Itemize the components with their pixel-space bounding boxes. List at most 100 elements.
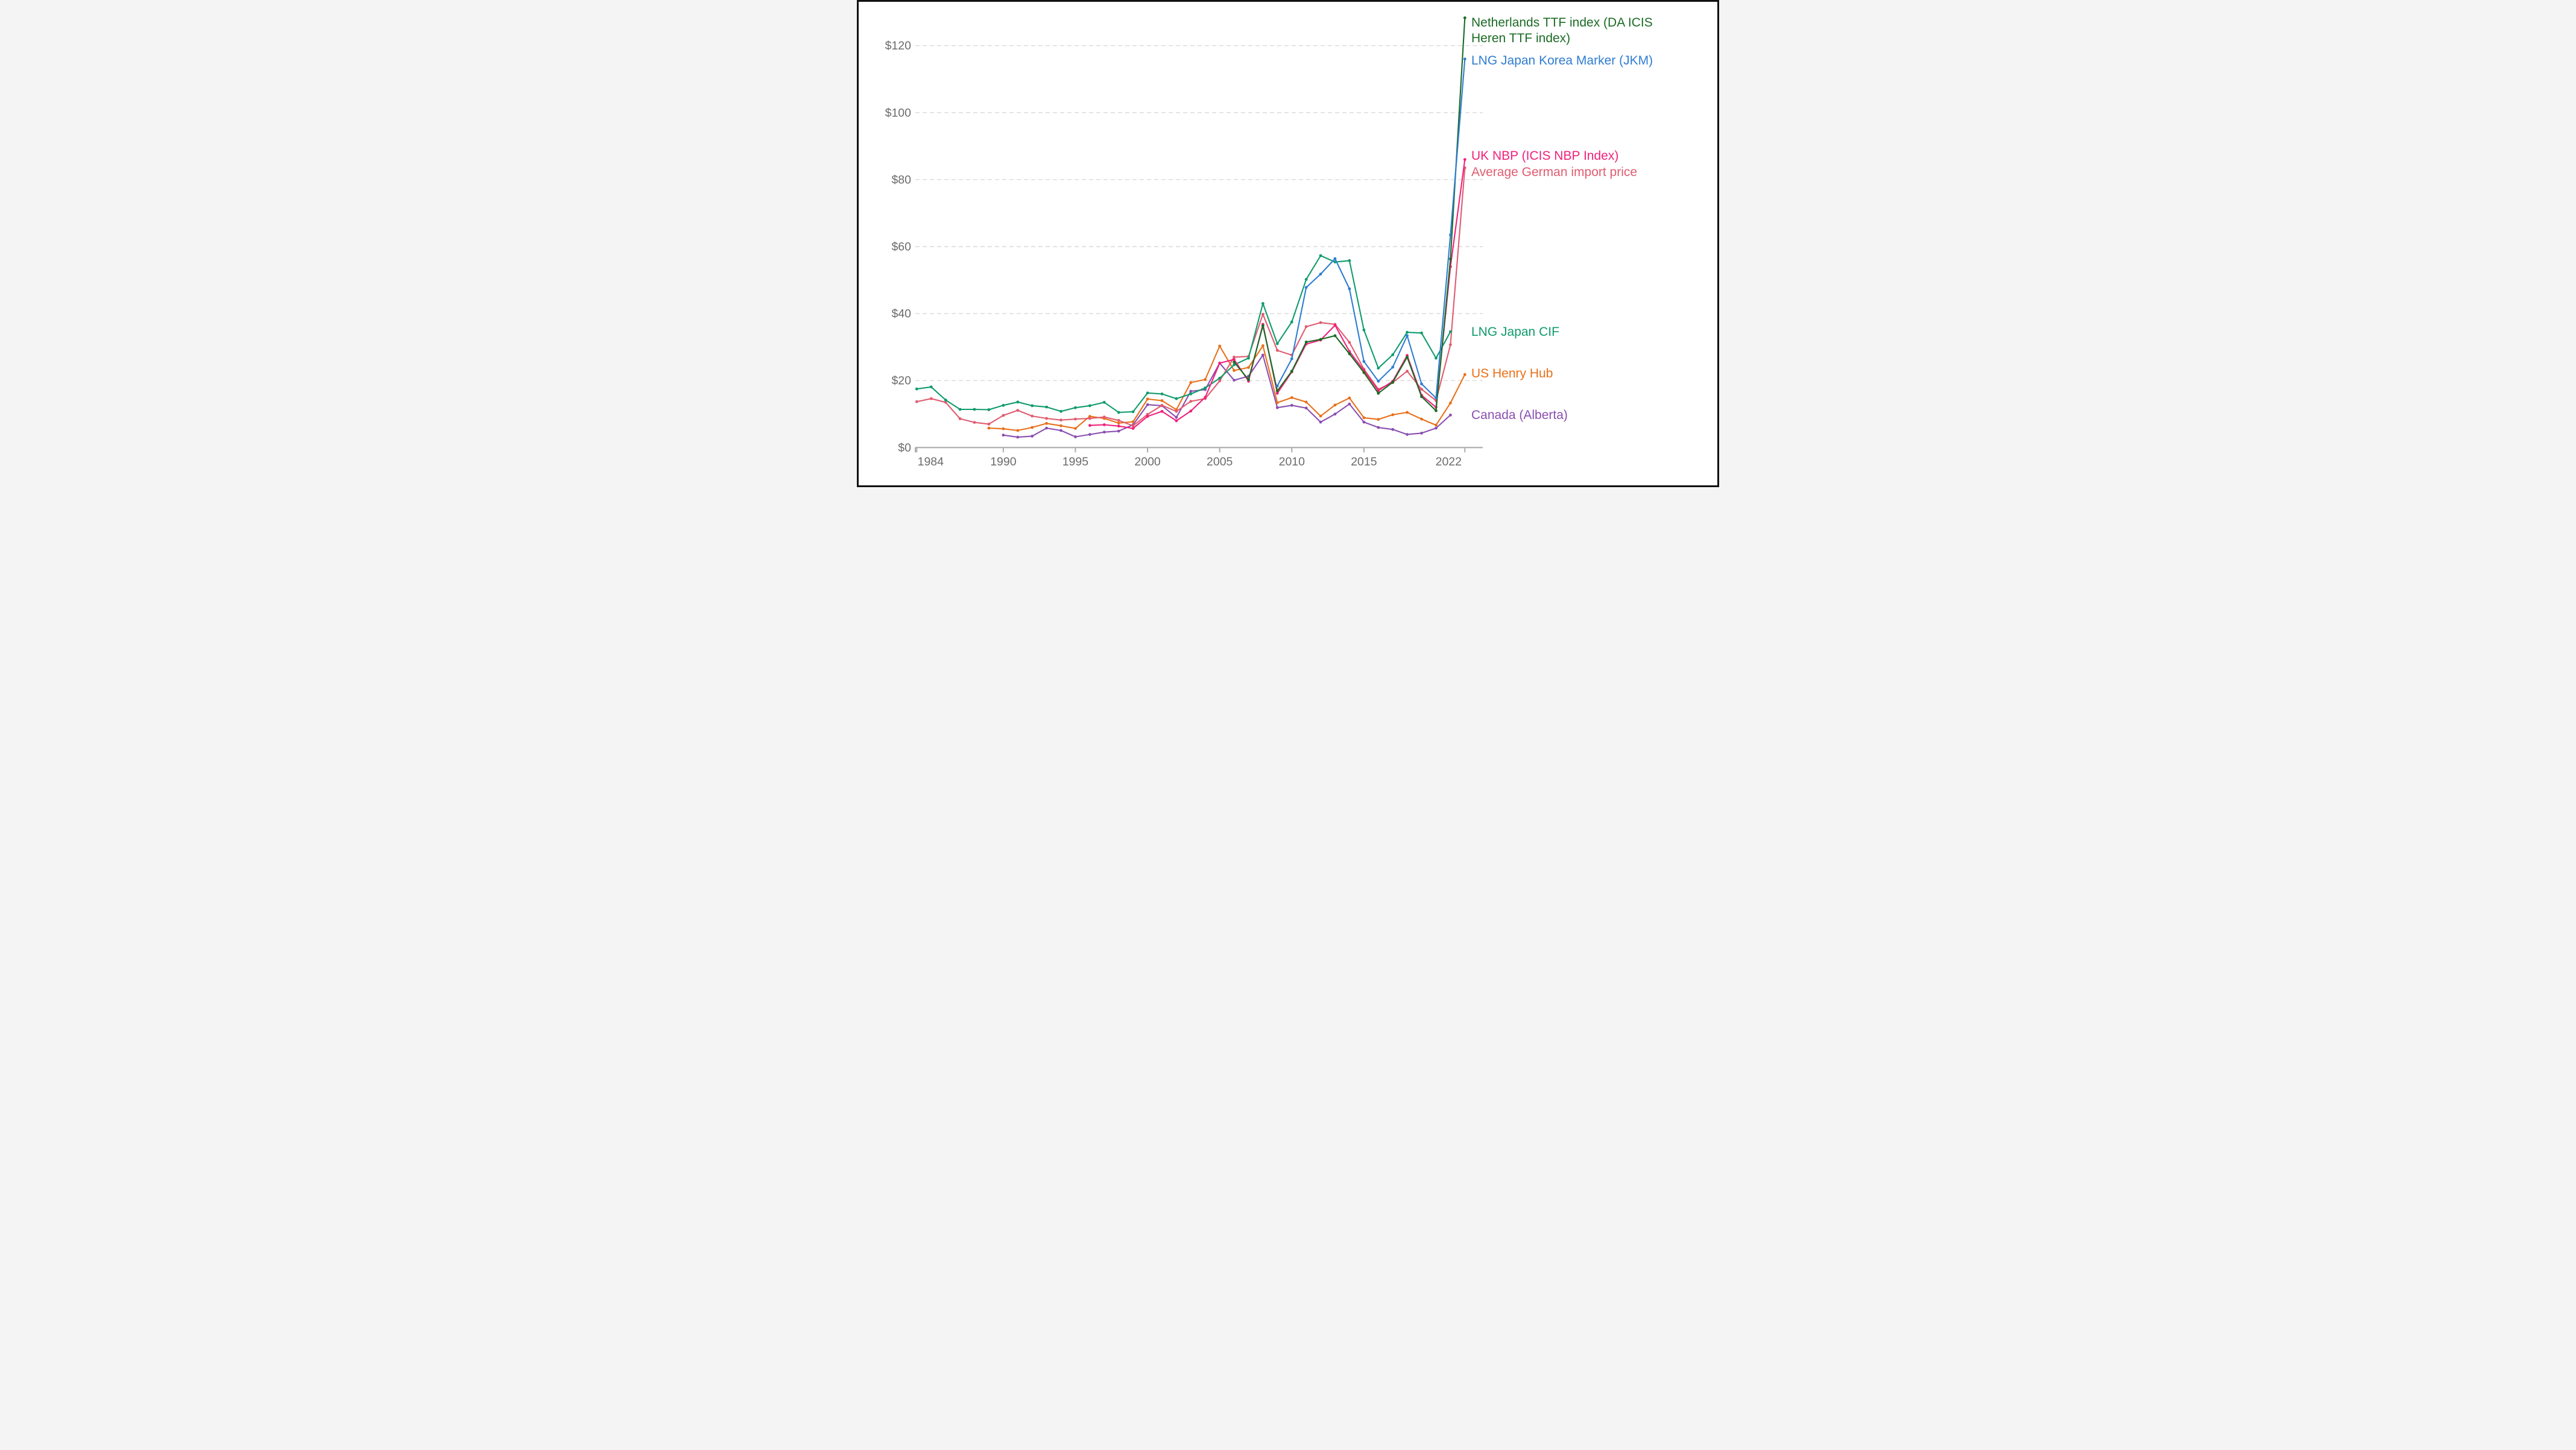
data-point-us-henry-hub[interactable] — [1117, 421, 1120, 425]
data-point-netherlands-ttf[interactable] — [1362, 371, 1366, 374]
data-point-average-german-import-price[interactable] — [1016, 409, 1020, 412]
data-point-average-german-import-price[interactable] — [1406, 370, 1409, 373]
data-point-us-henry-hub[interactable] — [1088, 415, 1091, 418]
data-point-uk-nbp[interactable] — [1117, 424, 1120, 428]
data-point-us-henry-hub[interactable] — [1420, 417, 1423, 421]
data-point-uk-nbp[interactable] — [1088, 424, 1091, 427]
data-point-us-henry-hub[interactable] — [1333, 403, 1337, 407]
data-point-canada-alberta[interactable] — [1016, 435, 1020, 439]
data-point-canada-alberta[interactable] — [1233, 379, 1236, 382]
data-point-netherlands-ttf[interactable] — [1319, 338, 1322, 341]
data-point-average-german-import-price[interactable] — [1102, 415, 1106, 419]
data-point-lng-japan-cif[interactable] — [1218, 376, 1222, 380]
data-point-lng-japan-cif[interactable] — [1204, 386, 1207, 389]
data-point-average-german-import-price[interactable] — [1002, 414, 1005, 417]
data-point-us-henry-hub[interactable] — [1449, 402, 1452, 405]
data-point-lng-jkm[interactable] — [1362, 360, 1366, 363]
data-point-uk-nbp[interactable] — [1275, 391, 1279, 395]
data-point-lng-japan-cif[interactable] — [1362, 328, 1366, 332]
data-point-us-henry-hub[interactable] — [1348, 396, 1351, 400]
data-point-lng-japan-cif[interactable] — [1319, 254, 1322, 257]
series-line-us-henry-hub[interactable] — [988, 345, 1466, 432]
data-point-average-german-import-price[interactable] — [1275, 348, 1279, 352]
data-point-average-german-import-price[interactable] — [987, 423, 991, 426]
data-point-average-german-import-price[interactable] — [958, 417, 962, 420]
data-point-average-german-import-price[interactable] — [929, 397, 933, 400]
data-point-us-henry-hub[interactable] — [1377, 418, 1380, 421]
data-point-lng-jkm[interactable] — [1348, 287, 1351, 291]
data-point-us-henry-hub[interactable] — [1275, 401, 1279, 405]
data-point-canada-alberta[interactable] — [1319, 420, 1322, 424]
data-point-canada-alberta[interactable] — [1348, 402, 1351, 406]
data-point-lng-japan-cif[interactable] — [1117, 411, 1120, 414]
data-point-netherlands-ttf[interactable] — [1435, 409, 1438, 412]
series-line-lng-japan-cif[interactable] — [916, 254, 1451, 414]
data-point-us-henry-hub[interactable] — [1131, 420, 1135, 423]
data-point-lng-japan-cif[interactable] — [987, 408, 991, 411]
data-point-us-henry-hub[interactable] — [1435, 423, 1438, 427]
data-point-canada-alberta[interactable] — [1377, 426, 1380, 429]
data-point-netherlands-ttf[interactable] — [1247, 378, 1250, 381]
data-point-lng-japan-cif[interactable] — [1016, 400, 1020, 404]
data-point-lng-japan-cif[interactable] — [1247, 356, 1250, 360]
data-point-lng-japan-cif[interactable] — [1290, 320, 1293, 324]
data-point-canada-alberta[interactable] — [1406, 433, 1409, 436]
data-point-us-henry-hub[interactable] — [1045, 421, 1048, 425]
data-point-average-german-import-price[interactable] — [1045, 417, 1048, 420]
data-point-canada-alberta[interactable] — [1074, 435, 1077, 438]
data-point-lng-japan-cif[interactable] — [958, 408, 962, 411]
data-point-average-german-import-price[interactable] — [1059, 418, 1062, 422]
data-point-uk-nbp[interactable] — [1131, 427, 1135, 430]
data-point-lng-japan-cif[interactable] — [1261, 302, 1264, 305]
data-point-netherlands-ttf[interactable] — [1304, 340, 1308, 344]
data-point-us-henry-hub[interactable] — [1016, 429, 1020, 432]
data-point-netherlands-ttf[interactable] — [1420, 395, 1423, 399]
data-point-us-henry-hub[interactable] — [1218, 344, 1222, 348]
data-point-canada-alberta[interactable] — [1189, 389, 1193, 393]
data-point-lng-japan-cif[interactable] — [1131, 410, 1135, 414]
data-point-lng-japan-cif[interactable] — [944, 399, 947, 402]
data-point-canada-alberta[interactable] — [1304, 406, 1308, 410]
data-point-netherlands-ttf[interactable] — [1463, 16, 1466, 19]
series-label-uk-nbp[interactable]: UK NBP (ICIS NBP Index) — [1471, 149, 1618, 163]
data-point-canada-alberta[interactable] — [1045, 426, 1048, 430]
data-point-average-german-import-price[interactable] — [1088, 417, 1091, 420]
data-point-netherlands-ttf[interactable] — [1348, 352, 1351, 356]
data-point-us-henry-hub[interactable] — [1391, 413, 1395, 417]
data-point-us-henry-hub[interactable] — [1031, 426, 1034, 429]
data-point-lng-japan-cif[interactable] — [915, 387, 918, 391]
data-point-netherlands-ttf[interactable] — [1449, 257, 1452, 260]
data-point-average-german-import-price[interactable] — [1146, 412, 1149, 416]
data-point-us-henry-hub[interactable] — [987, 426, 991, 430]
data-point-canada-alberta[interactable] — [1002, 433, 1005, 437]
data-point-us-henry-hub[interactable] — [1463, 373, 1466, 376]
data-point-us-henry-hub[interactable] — [1002, 427, 1005, 430]
data-point-netherlands-ttf[interactable] — [1275, 389, 1279, 392]
series-label-netherlands-ttf[interactable]: Netherlands TTF index (DA ICIS Heren TTF … — [1471, 16, 1653, 45]
data-point-canada-alberta[interactable] — [1333, 412, 1337, 416]
series-label-canada-alberta[interactable]: Canada (Alberta) — [1471, 408, 1568, 422]
data-point-average-german-import-price[interactable] — [1189, 400, 1193, 403]
data-point-canada-alberta[interactable] — [1175, 415, 1178, 419]
data-point-lng-japan-cif[interactable] — [1045, 405, 1048, 409]
data-point-lng-jkm[interactable] — [1449, 233, 1452, 236]
data-point-lng-japan-cif[interactable] — [1088, 404, 1091, 408]
data-point-lng-japan-cif[interactable] — [1449, 330, 1452, 333]
data-point-netherlands-ttf[interactable] — [1233, 361, 1236, 364]
data-point-uk-nbp[interactable] — [1233, 358, 1236, 361]
data-point-average-german-import-price[interactable] — [1449, 343, 1452, 347]
data-point-lng-japan-cif[interactable] — [1189, 392, 1193, 396]
data-point-canada-alberta[interactable] — [1088, 433, 1091, 436]
data-point-average-german-import-price[interactable] — [915, 400, 918, 403]
data-point-canada-alberta[interactable] — [1420, 432, 1423, 435]
data-point-average-german-import-price[interactable] — [1348, 341, 1351, 344]
data-point-uk-nbp[interactable] — [1146, 415, 1149, 418]
data-point-lng-japan-cif[interactable] — [1160, 392, 1164, 396]
data-point-canada-alberta[interactable] — [1031, 435, 1034, 438]
data-point-lng-japan-cif[interactable] — [1074, 406, 1077, 409]
data-point-average-german-import-price[interactable] — [1160, 403, 1164, 407]
data-point-average-german-import-price[interactable] — [1218, 379, 1222, 383]
data-point-netherlands-ttf[interactable] — [1290, 370, 1293, 373]
data-point-lng-japan-cif[interactable] — [1002, 403, 1005, 407]
data-point-lng-japan-cif[interactable] — [1102, 400, 1106, 404]
